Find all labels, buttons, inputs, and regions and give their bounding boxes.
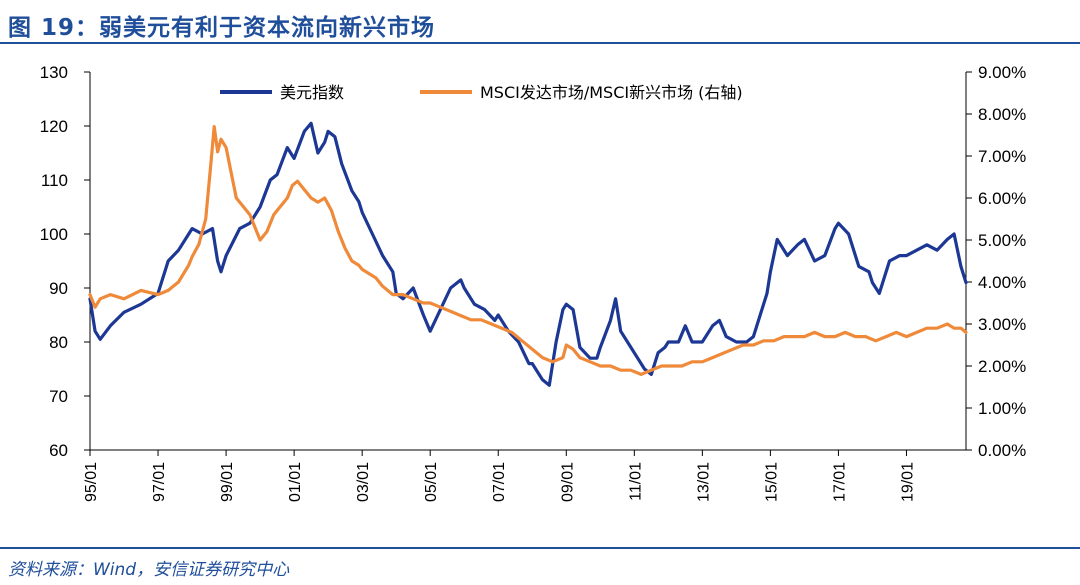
right-tick-label: 0.00% [978, 441, 1026, 460]
right-tick-label: 3.00% [978, 315, 1026, 334]
x-tick-label: 97/01 [151, 462, 168, 502]
x-tick-label: 13/01 [695, 462, 712, 502]
msci-ratio-series-line [88, 125, 968, 376]
left-tick-label: 80 [49, 333, 68, 352]
left-tick-label: 60 [49, 441, 68, 460]
left-tick-label: 70 [49, 387, 68, 406]
chart-legend: 美元指数 MSCI发达市场/MSCI新兴市场 (右轴) [220, 83, 743, 102]
right-tick-label: 8.00% [978, 105, 1026, 124]
legend-label-dollar-index: 美元指数 [280, 83, 344, 102]
right-tick-label: 4.00% [978, 273, 1026, 292]
legend-label-msci-ratio: MSCI发达市场/MSCI新兴市场 (右轴) [480, 83, 743, 102]
x-tick-label: 07/01 [491, 462, 508, 502]
title-rule [0, 42, 1080, 44]
left-tick-label: 120 [40, 117, 68, 136]
left-tick-label: 130 [40, 63, 68, 82]
source-rule [0, 547, 1080, 549]
x-tick-label: 95/01 [83, 462, 100, 502]
right-tick-label: 2.00% [978, 357, 1026, 376]
right-tick-label: 7.00% [978, 147, 1026, 166]
left-tick-label: 110 [41, 171, 68, 190]
x-tick-label: 15/01 [763, 462, 780, 502]
x-tick-label: 03/01 [355, 462, 372, 502]
left-tick-label: 90 [49, 279, 68, 298]
x-tick-label: 01/01 [287, 462, 304, 502]
chart-axes: 60 70 80 90 100 110 120 130 0.00% 1.00% 2.00% 3.00%… [40, 63, 1027, 502]
right-tick-label: 1.00% [978, 399, 1026, 418]
right-tick-label: 6.00% [978, 189, 1026, 208]
x-tick-label: 17/01 [831, 462, 848, 502]
x-tick-label: 19/01 [899, 462, 916, 502]
right-tick-label: 5.00% [978, 231, 1026, 250]
chart-series [88, 121, 968, 387]
x-tick-label: 11/01 [627, 462, 644, 501]
figure-title: 图 19：弱美元有利于资本流向新兴市场 [8, 15, 436, 41]
x-tick-label: 09/01 [559, 462, 576, 502]
source-note: 资料来源：Wind，安信证券研究中心 [8, 560, 290, 580]
x-tick-label: 99/01 [219, 462, 236, 502]
dollar-index-series-line [88, 121, 968, 387]
left-tick-label: 100 [40, 225, 68, 244]
right-tick-label: 9.00% [978, 63, 1026, 82]
x-tick-label: 05/01 [423, 462, 440, 502]
